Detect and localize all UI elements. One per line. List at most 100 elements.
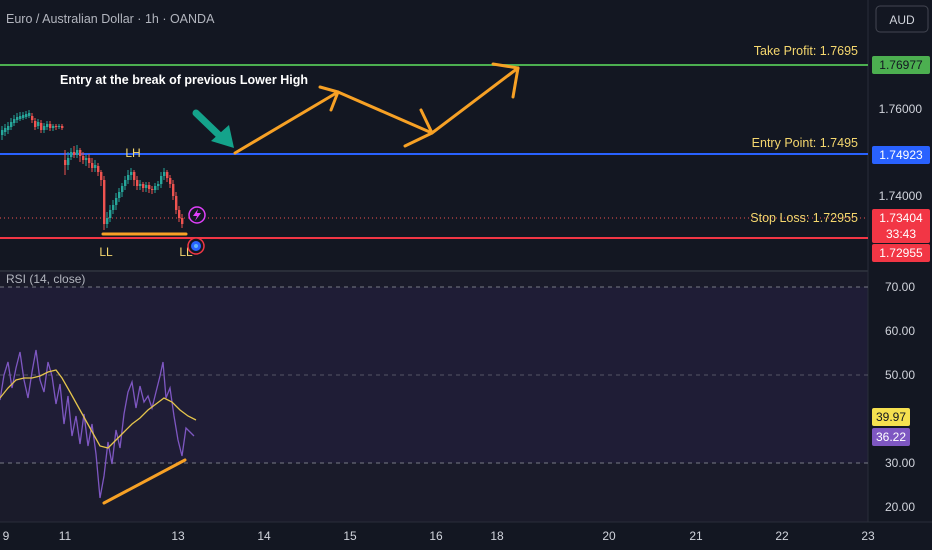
candle-body [130,172,133,175]
candle-body [16,117,19,120]
rsi-ma-line [0,369,197,449]
candle-body [154,186,157,190]
time-tick-11: 11 [59,529,72,543]
candle-body [22,115,25,118]
currency-button-frame[interactable] [875,5,929,33]
time-tick-15: 15 [343,529,357,543]
candle-body [76,150,79,155]
time-tick-9: 9 [3,529,10,543]
price-tick-1: 1.76000 [879,102,923,116]
candle-body [10,122,13,127]
time-tick-22: 22 [775,529,789,543]
candle-body [97,166,100,172]
candle-body [181,218,184,224]
symbol-title[interactable]: Euro / Australian Dollar · 1h · OANDA [6,12,215,26]
rsi-ma-badge [872,408,910,426]
stop-loss-badge-text: 1.72955 [879,246,923,260]
rsi-badge-text: 36.22 [876,430,906,444]
rsi-tick-30: 30.00 [885,456,915,470]
candle-body [85,158,88,160]
candle-body [73,152,76,155]
lightning-event-icon[interactable] [188,206,206,224]
candle-body [148,185,151,189]
candle-body [145,185,148,188]
stop-loss-label: Stop Loss: 1.72955 [750,211,858,225]
candle-body [55,126,58,127]
candle-body [115,198,118,205]
candle-body [61,126,64,128]
rsi-title[interactable]: RSI (14, close) [6,272,85,286]
candle-body [88,158,91,163]
candles-group [1,110,184,230]
time-tick-21: 21 [689,529,703,543]
candle-body [166,172,169,178]
candle-body [52,126,55,128]
countdown-text: 33:43 [886,227,916,241]
candle-body [25,114,28,117]
candle-body [124,180,127,186]
take-profit-badge [872,56,930,74]
swing-ll-label-1: LL [99,245,113,259]
candle-body [46,124,49,127]
candle-body [31,116,34,120]
candle-body [112,205,115,210]
candle-body [157,184,160,186]
swing-lh-label: LH [125,146,140,160]
candle-body [19,116,22,119]
rsi-divergence-line [102,458,187,505]
stop-loss-badge [872,244,930,262]
entry-badge-text: 1.74923 [879,148,923,162]
candle-body [109,210,112,218]
candle-body [175,196,178,210]
candle-body [64,160,67,165]
price-pane-background [0,0,868,270]
candle-body [1,130,4,135]
candle-body [7,126,10,130]
currency-button[interactable]: AUD [889,13,915,27]
candle-body [178,210,181,218]
rsi-badge [872,428,910,446]
candle-body [37,122,40,126]
candle-body [172,184,175,196]
economic-event-icon[interactable] [187,237,205,255]
candle-body [34,121,37,127]
entry-point-label: Entry Point: 1.7495 [752,136,858,150]
candle-body [70,152,73,157]
rsi-tick-50: 50.00 [885,368,915,382]
take-profit-label: Take Profit: 1.7695 [754,44,858,58]
candle-body [43,126,46,130]
time-tick-16: 16 [429,529,443,543]
candle-body [13,119,16,123]
time-tick-13: 13 [171,529,185,543]
candle-body [118,192,121,198]
candle-body [127,175,130,180]
last-price-badge-text: 1.73404 [879,211,923,225]
candle-body [82,156,85,160]
time-tick-23: 23 [861,529,875,543]
rsi-line [0,349,195,499]
teal-pointer-arrow [192,109,234,148]
candle-body [121,186,124,192]
time-tick-14: 14 [257,529,271,543]
candle-body [133,172,136,180]
candle-body [79,150,82,156]
time-tick-18: 18 [490,529,504,543]
time-tick-20: 20 [602,529,616,543]
entry-badge [872,146,930,164]
take-profit-badge-text: 1.76977 [879,58,923,72]
candle-body [160,176,163,184]
candle-body [91,163,94,168]
projection-arrows [233,62,520,155]
rsi-tick-60: 60.00 [885,324,915,338]
candle-body [28,113,31,116]
last-price-badge [872,209,930,243]
price-tick-2: 1.74000 [879,189,923,203]
rsi-tick-20: 20.00 [885,500,915,514]
entry-note-text: Entry at the break of previous Lower Hig… [60,73,308,87]
rsi-ma-badge-text: 39.97 [876,410,906,424]
candle-body [58,126,61,127]
candle-body [40,123,43,130]
candle-body [142,184,145,188]
candle-body [103,180,106,224]
